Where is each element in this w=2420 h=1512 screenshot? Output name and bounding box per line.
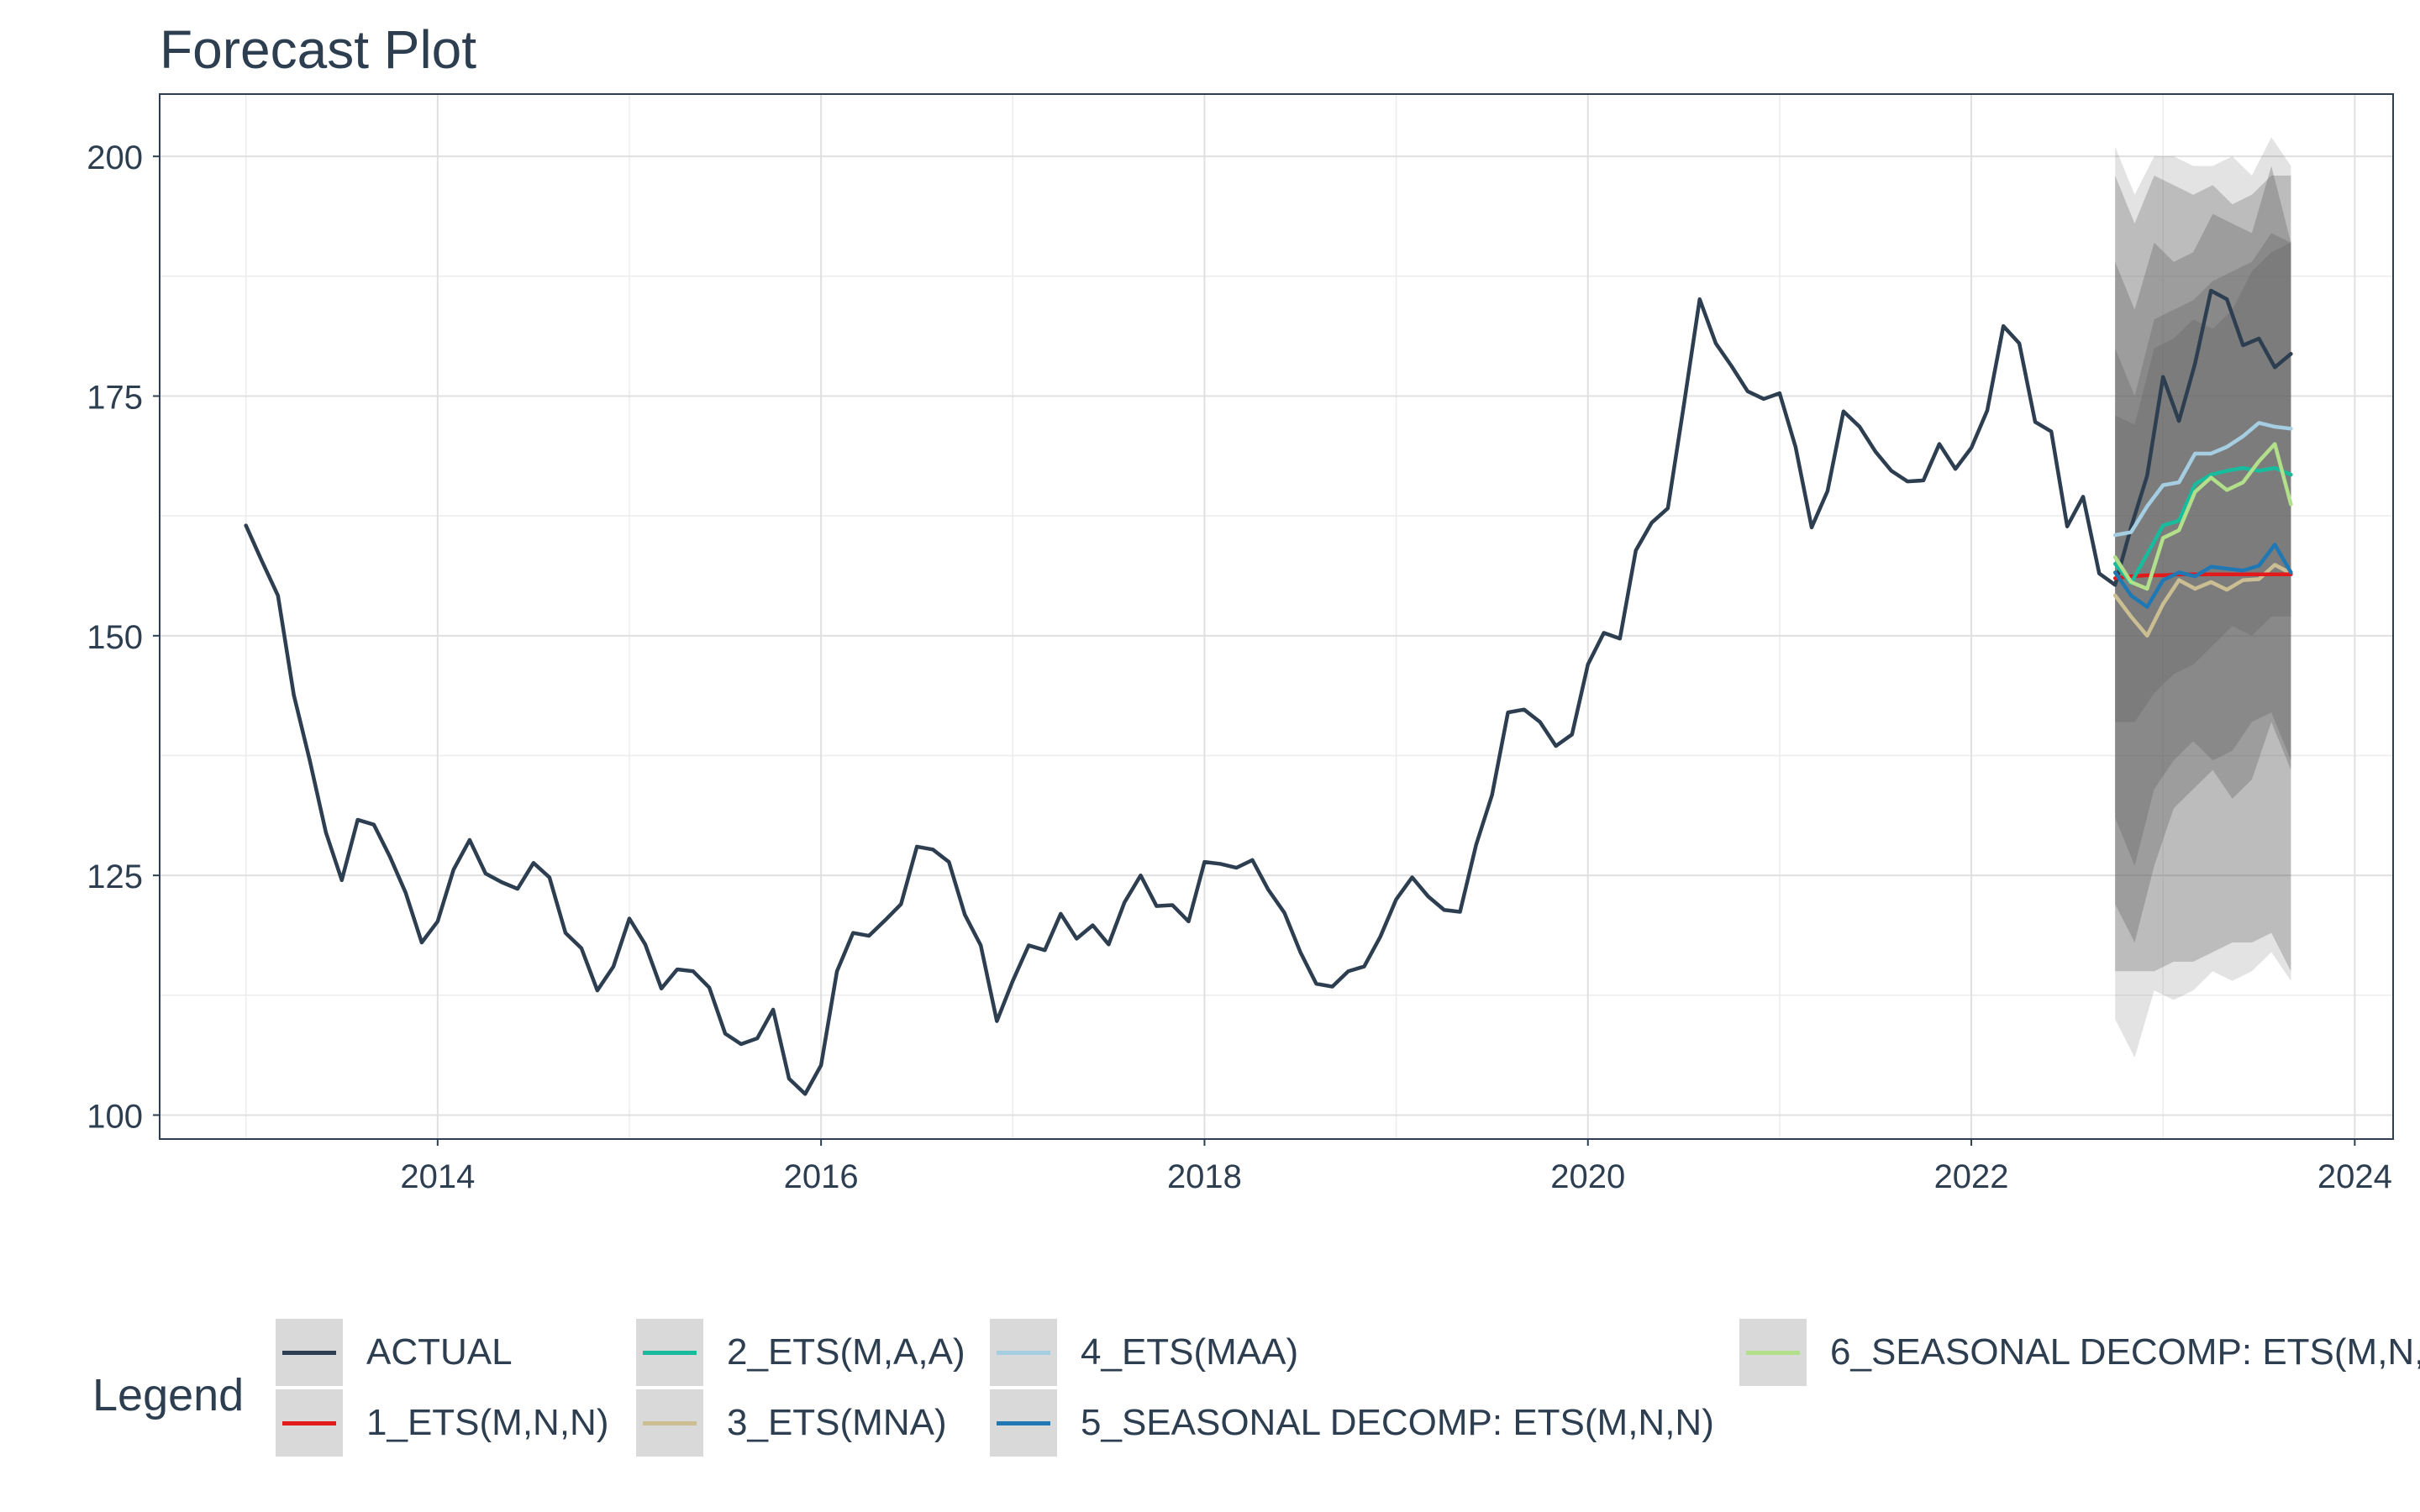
x-tick-label: 2024: [2317, 1158, 2392, 1195]
legend-label: 6_SEASONAL DECOMP: ETS(M,N,: [1830, 1331, 2420, 1373]
legend-key: [636, 1319, 703, 1386]
legend-item-actual: ACTUAL: [276, 1317, 513, 1388]
legend-label: 3_ETS(MNA): [727, 1402, 947, 1443]
x-tick-label: 2014: [400, 1158, 475, 1195]
x-tick-label: 2016: [784, 1158, 859, 1195]
grid: [160, 94, 2393, 1139]
legend-item-ets-mnn: 1_ETS(M,N,N): [276, 1388, 608, 1458]
series-line: [2112, 572, 2293, 580]
legend-item-seasonal-decomp-5: 5_SEASONAL DECOMP: ETS(M,N,N): [990, 1388, 1714, 1458]
panel-border: [159, 93, 2394, 1140]
legend-label: 4_ETS(MAA): [1081, 1331, 1299, 1373]
legend-swatch: [997, 1421, 1050, 1425]
legend-swatch: [997, 1351, 1050, 1355]
legend-label: 1_ETS(M,N,N): [366, 1402, 609, 1443]
legend-swatch: [643, 1421, 697, 1425]
legend-key: [276, 1319, 343, 1386]
confidence-band: [2115, 165, 2291, 943]
x-tick-label: 2022: [1934, 1158, 2009, 1195]
y-axis-ticks: 100 125 150 175 200: [87, 139, 160, 1135]
legend-key: [276, 1389, 343, 1457]
x-axis-ticks: 2014 2016 2018 2020 2022 2024: [400, 1139, 2392, 1195]
x-tick-label: 2020: [1550, 1158, 1625, 1195]
series-lines: [244, 288, 2293, 1096]
legend-key: [1739, 1319, 1807, 1386]
series-line: [2112, 421, 2293, 538]
series-line: [244, 288, 2293, 1096]
legend-label: ACTUAL: [366, 1331, 513, 1373]
legend-item-seasonal-decomp-6: 6_SEASONAL DECOMP: ETS(M,N,: [1739, 1317, 2420, 1388]
series-line: [2112, 442, 2293, 591]
forecast-plot: 100 125 150 175 200 2014 2016 2018 2020 2022 2024: [87, 93, 2394, 1195]
legend-item-ets-maa: 2_ETS(M,A,A): [636, 1317, 965, 1388]
legend-swatch: [643, 1351, 697, 1355]
legend-item-ets-mna: 3_ETS(MNA): [636, 1388, 947, 1458]
legend-swatch: [282, 1351, 336, 1355]
legend-item-ets-maa-2: 4_ETS(MAA): [990, 1317, 1298, 1388]
legend-title: Legend: [92, 1370, 245, 1420]
legend-label: 2_ETS(M,A,A): [727, 1331, 965, 1373]
x-tick-label: 2018: [1167, 1158, 1242, 1195]
y-tick-label: 175: [87, 380, 143, 417]
legend-key: [990, 1389, 1057, 1457]
legend-label: 5_SEASONAL DECOMP: ETS(M,N,N): [1081, 1402, 1714, 1443]
confidence-bands: [2115, 137, 2291, 1058]
legend: Legend ACTUAL 1_ETS(M,N,N) 2_ETS(M,A,A) …: [0, 1294, 2420, 1478]
y-tick-label: 200: [87, 139, 143, 176]
series-line: [2112, 543, 2293, 609]
y-tick-label: 150: [87, 619, 143, 656]
series-line: [2112, 563, 2293, 638]
chart-title: Forecast Plot: [160, 19, 477, 80]
series-line: [2112, 465, 2293, 585]
legend-swatch: [282, 1421, 336, 1425]
confidence-band: [2115, 137, 2291, 1058]
legend-swatch: [1746, 1351, 1800, 1355]
legend-key: [636, 1389, 703, 1457]
y-tick-label: 100: [87, 1098, 143, 1135]
legend-key: [990, 1319, 1057, 1386]
y-tick-label: 125: [87, 858, 143, 895]
